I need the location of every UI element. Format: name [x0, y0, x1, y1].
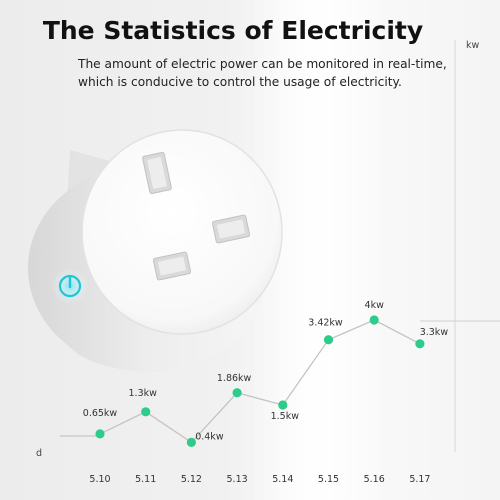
- socket-holes: [142, 152, 251, 281]
- data-point: [186, 437, 196, 447]
- data-label: 1.86kw: [217, 373, 252, 384]
- y-axis-unit-label: kw: [466, 40, 480, 51]
- data-label: 0.4kw: [195, 431, 224, 442]
- data-label: 1.3kw: [129, 388, 158, 399]
- x-tick-label: 5.13: [227, 474, 248, 485]
- x-tick-label: 5.12: [181, 474, 202, 485]
- plug-body: [28, 129, 283, 372]
- data-label: 3.42kw: [308, 318, 343, 329]
- data-point: [95, 429, 105, 439]
- data-label: 1.5kw: [271, 411, 300, 422]
- data-point: [278, 400, 288, 410]
- data-point: [323, 335, 334, 345]
- x-tick-label: 5.14: [272, 474, 293, 485]
- power-icon[interactable]: [52, 268, 88, 304]
- data-label: 3.3kw: [420, 327, 449, 338]
- data-point: [141, 407, 151, 417]
- x-tick-label: 5.11: [135, 474, 156, 485]
- data-label: 4kw: [365, 300, 385, 311]
- x-tick-label: 5.15: [318, 474, 339, 485]
- x-axis-unit-label: d: [36, 448, 42, 459]
- data-point: [232, 388, 242, 398]
- data-point: [415, 339, 425, 349]
- x-tick-label: 5.17: [409, 474, 430, 485]
- data-label: 0.65kw: [83, 408, 118, 419]
- x-tick-label: 5.16: [364, 474, 385, 485]
- page-subtitle: The amount of electric power can be moni…: [78, 57, 447, 89]
- data-point: [369, 315, 379, 325]
- x-tick-label: 5.10: [89, 474, 110, 485]
- series-line: [99, 319, 421, 444]
- page-title: The Statistics of Electricity: [42, 16, 424, 45]
